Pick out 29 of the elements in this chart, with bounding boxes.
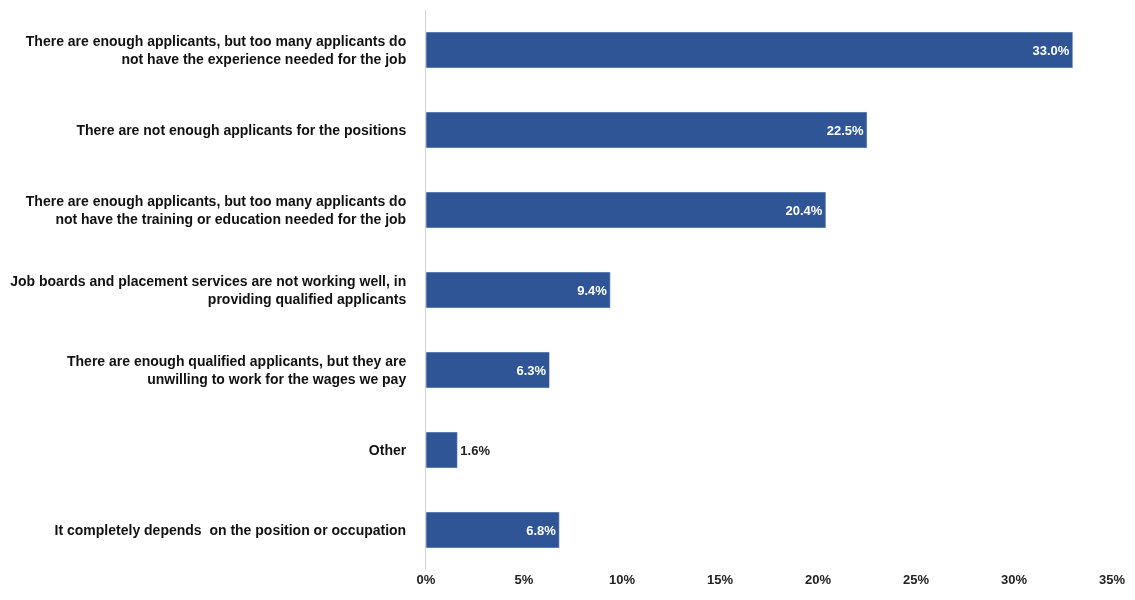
y-tick-label: Other: [368, 441, 407, 458]
bar: [426, 351, 550, 389]
y-tick-label: There are enough applicants, but too many applicants do not have the training or education needed for the job: [25, 192, 407, 227]
bar: [426, 191, 827, 229]
x-tick-label: 20%: [804, 572, 832, 587]
bar: [426, 271, 611, 309]
bar: [426, 431, 458, 469]
x-tick-label: 15%: [706, 572, 734, 587]
y-tick-label: There are not enough applicants for the positions: [76, 121, 407, 138]
x-tick-label: 5%: [514, 572, 534, 587]
bar: [426, 511, 560, 549]
y-tick-label: There are enough qualified applicants, but they are unwilling to work for the wages we pay: [67, 352, 407, 387]
y-tick-label: It completely depends on the position or occupation: [54, 521, 407, 538]
data-label: 6.3%: [516, 362, 547, 378]
data-label: 20.4%: [785, 202, 823, 218]
y-tick-label: Job boards and placement services are not working well, in providing qualified applicants: [10, 272, 407, 307]
x-tick-label: 0%: [416, 572, 436, 587]
x-tick-label: 30%: [1000, 572, 1028, 587]
data-label: 33.0%: [1032, 42, 1070, 58]
y-tick-label: There are enough applicants, but too many applicants do not have the experience needed for the job: [25, 32, 407, 67]
data-label: 6.8%: [526, 522, 557, 538]
x-tick-label: 25%: [902, 572, 930, 587]
x-tick-label: 10%: [608, 572, 636, 587]
x-tick-label: 35%: [1098, 572, 1126, 587]
data-label: 9.4%: [577, 282, 608, 298]
data-label: 1.6%: [460, 442, 491, 458]
bar: [426, 31, 1074, 69]
data-label: 22.5%: [826, 122, 864, 138]
bar: [426, 111, 868, 149]
